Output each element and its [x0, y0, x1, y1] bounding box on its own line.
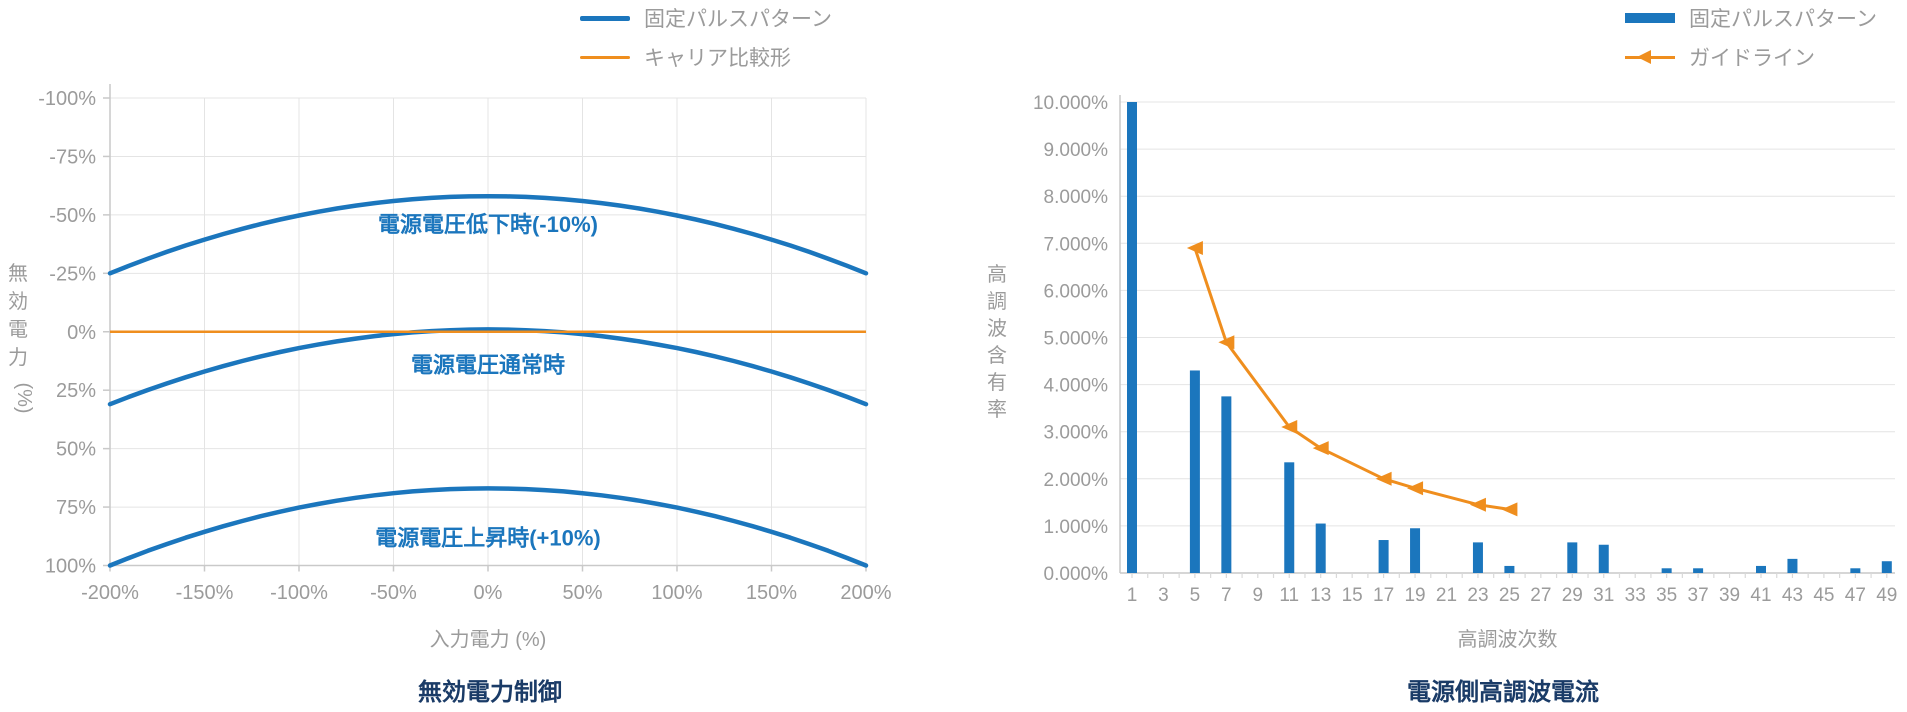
svg-text:100%: 100%: [45, 556, 96, 578]
legend-right: 固定パルスパターン ガイドライン: [1625, 3, 1877, 72]
svg-text:10.000%: 10.000%: [1033, 93, 1108, 114]
svg-text:-50%: -50%: [49, 205, 96, 227]
svg-text:9.000%: 9.000%: [1044, 140, 1109, 161]
svg-text:33: 33: [1625, 585, 1646, 606]
svg-text:電: 電: [8, 319, 28, 341]
svg-text:75%: 75%: [56, 497, 96, 519]
svg-text:7.000%: 7.000%: [1044, 234, 1109, 255]
svg-text:2.000%: 2.000%: [1044, 470, 1109, 491]
svg-text:47: 47: [1845, 585, 1866, 606]
svg-text:35: 35: [1656, 585, 1677, 606]
svg-text:1.000%: 1.000%: [1044, 517, 1109, 538]
svg-text:27: 27: [1530, 585, 1551, 606]
svg-text:入力電力 (%): 入力電力 (%): [430, 628, 547, 651]
svg-text:電源電圧通常時: 電源電圧通常時: [411, 352, 565, 377]
svg-text:-50%: -50%: [370, 582, 417, 604]
svg-text:5: 5: [1190, 585, 1201, 606]
legend-label: 固定パルスパターン: [644, 8, 832, 31]
svg-text:25%: 25%: [56, 380, 96, 402]
legend-label: 固定パルスパターン: [1689, 8, 1877, 31]
legend-label: ガイドライン: [1689, 47, 1815, 70]
svg-text:11: 11: [1279, 585, 1299, 606]
svg-text:1: 1: [1127, 585, 1138, 606]
legend-item-guideline: ガイドライン: [1625, 42, 1877, 72]
svg-text:0.000%: 0.000%: [1044, 564, 1109, 585]
svg-text:効: 効: [8, 290, 28, 313]
legend-item-fixed-pulse-pattern: 固定パルスパターン: [580, 3, 832, 33]
svg-text:0%: 0%: [67, 322, 96, 344]
svg-text:3.000%: 3.000%: [1044, 423, 1109, 444]
svg-text:高調波次数: 高調波次数: [1458, 628, 1558, 651]
svg-text:39: 39: [1719, 585, 1740, 606]
svg-text:23: 23: [1467, 585, 1488, 606]
svg-text:6.000%: 6.000%: [1044, 281, 1109, 302]
orange-line-swatch-icon: [580, 55, 630, 59]
svg-text:-100%: -100%: [270, 582, 328, 604]
svg-text:37: 37: [1688, 585, 1709, 606]
right-chart-title: 電源側高調波電流: [1407, 679, 1599, 706]
svg-text:41: 41: [1750, 585, 1771, 606]
svg-text:有: 有: [987, 371, 1007, 394]
svg-text:5.000%: 5.000%: [1044, 329, 1109, 350]
svg-text:17: 17: [1373, 585, 1394, 606]
orange-line-triangle-swatch-icon: [1625, 50, 1675, 64]
blue-line-swatch-icon: [580, 15, 630, 21]
svg-text:9: 9: [1253, 585, 1264, 606]
svg-text:7: 7: [1221, 585, 1232, 606]
svg-text:-200%: -200%: [81, 582, 139, 604]
svg-text:8.000%: 8.000%: [1044, 187, 1109, 208]
svg-text:波: 波: [987, 317, 1007, 340]
svg-text:150%: 150%: [746, 582, 797, 604]
svg-text:13: 13: [1310, 585, 1331, 606]
harmonics-bar-chart: 0.000% 1.000% 2.000% 3.000% 4.000% 5.000% 6.00…: [987, 93, 1897, 651]
svg-text:含: 含: [987, 344, 1007, 367]
svg-text:3: 3: [1158, 585, 1169, 606]
left-chart-title: 無効電力制御: [418, 679, 562, 706]
svg-text:31: 31: [1593, 585, 1614, 606]
legend-left: 固定パルスパターン キャリア比較形: [580, 3, 832, 72]
svg-text:49: 49: [1876, 585, 1897, 606]
svg-text:19: 19: [1404, 585, 1425, 606]
svg-text:-150%: -150%: [176, 582, 234, 604]
svg-text:-100%: -100%: [38, 88, 96, 110]
legend-item-fixed-pulse-pattern: 固定パルスパターン: [1625, 3, 1877, 33]
svg-text:率: 率: [987, 398, 1007, 421]
legend-item-carrier-comparison: キャリア比較形: [580, 42, 832, 72]
svg-text:21: 21: [1436, 585, 1457, 606]
svg-text:45: 45: [1813, 585, 1834, 606]
svg-text:-25%: -25%: [49, 263, 96, 285]
svg-text:43: 43: [1782, 585, 1803, 606]
legend-label: キャリア比較形: [644, 47, 791, 70]
blue-bar-swatch-icon: [1625, 13, 1675, 23]
svg-text:-75%: -75%: [49, 146, 96, 168]
svg-text:力: 力: [8, 346, 28, 369]
svg-text:25: 25: [1499, 585, 1520, 606]
svg-text:高: 高: [987, 263, 1007, 286]
svg-text:100%: 100%: [651, 582, 702, 604]
svg-text:4.000%: 4.000%: [1044, 376, 1109, 397]
svg-text:無: 無: [8, 262, 28, 285]
svg-text:200%: 200%: [840, 582, 891, 604]
svg-text:調: 調: [987, 290, 1007, 313]
svg-text:電源電圧上昇時(+10%): 電源電圧上昇時(+10%): [375, 525, 601, 550]
svg-text:(%): (%): [13, 382, 35, 413]
svg-text:15: 15: [1342, 585, 1363, 606]
svg-text:電源電圧低下時(-10%): 電源電圧低下時(-10%): [378, 212, 598, 237]
svg-text:50%: 50%: [562, 582, 602, 604]
svg-text:29: 29: [1562, 585, 1583, 606]
svg-text:0%: 0%: [474, 582, 503, 604]
svg-text:50%: 50%: [56, 439, 96, 461]
